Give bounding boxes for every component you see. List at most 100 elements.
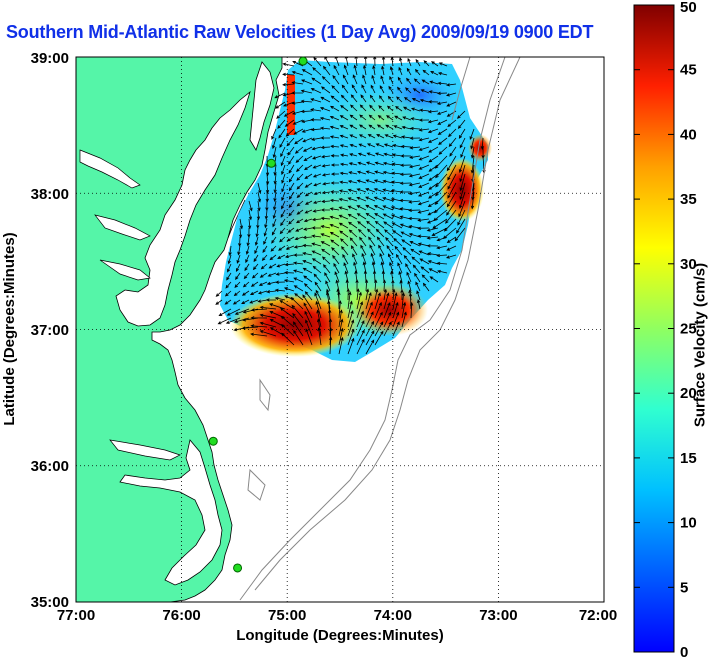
velocity-arrow <box>445 92 457 97</box>
velocity-arrow <box>411 256 421 265</box>
velocity-arrow <box>385 124 394 130</box>
velocity-arrow <box>330 181 340 185</box>
velocity-arrow <box>273 200 277 211</box>
colorbar-tick-label: 35 <box>680 191 697 208</box>
velocity-arrow <box>329 207 340 211</box>
velocity-arrow <box>271 227 277 236</box>
velocity-arrow <box>426 227 439 232</box>
velocity-arrow <box>356 205 367 211</box>
velocity-arrow <box>384 134 394 139</box>
velocity-arrow <box>281 164 286 176</box>
velocity-arrow <box>321 256 331 265</box>
velocity-arrow <box>392 321 400 337</box>
velocity-arrow <box>234 308 250 315</box>
x-tick-label: 75:00 <box>268 607 306 624</box>
x-tick-label: 74:00 <box>374 607 412 624</box>
velocity-arrow <box>381 65 385 76</box>
velocity-arrow <box>382 279 387 292</box>
velocity-arrow <box>378 95 385 103</box>
velocity-arrow <box>435 182 448 197</box>
velocity-arrow <box>373 57 377 67</box>
velocity-arrow <box>397 86 403 94</box>
velocity-arrow <box>294 236 304 241</box>
velocity-arrow <box>302 243 313 248</box>
velocity-arrow <box>402 247 412 256</box>
velocity-arrow <box>338 189 349 193</box>
velocity-arrow <box>350 94 358 103</box>
velocity-arrow <box>233 317 250 323</box>
velocity-arrow <box>372 270 377 283</box>
velocity-arrow <box>259 321 277 328</box>
velocity-arrow <box>400 163 412 167</box>
velocity-arrow <box>275 280 286 284</box>
velocity-arrow <box>418 155 430 161</box>
velocity-arrow <box>339 115 349 121</box>
velocity-arrow <box>412 264 421 274</box>
velocity-arrow <box>321 155 331 159</box>
velocity-arrow <box>470 137 475 150</box>
velocity-arrow <box>285 128 295 137</box>
velocity-arrow <box>279 236 286 243</box>
velocity-arrow <box>427 110 439 114</box>
velocity-arrow <box>248 209 253 221</box>
velocity-arrow <box>417 209 430 214</box>
velocity-arrow <box>376 134 385 139</box>
velocity-arrow <box>348 162 358 166</box>
velocity-arrow <box>403 96 412 103</box>
velocity-arrow <box>366 220 376 229</box>
velocity-arrow <box>311 226 322 230</box>
velocity-arrow <box>257 290 268 295</box>
velocity-arrow <box>312 209 322 213</box>
velocity-arrow <box>281 173 286 184</box>
velocity-arrow <box>330 163 340 167</box>
y-tick-labels: 39:00 38:00 37:00 36:00 35:00 <box>31 50 69 611</box>
velocity-arrow <box>437 119 448 125</box>
y-axis-label: Latitude (Degrees:Minutes) <box>1 232 18 425</box>
velocity-arrow <box>399 190 412 194</box>
velocity-arrow <box>322 182 331 186</box>
velocity-arrow <box>312 265 322 274</box>
velocity-arrow <box>403 106 412 112</box>
velocity-arrow <box>383 292 390 310</box>
velocity-arrow <box>436 91 448 95</box>
velocity-arrow <box>347 205 358 211</box>
velocity-arrow <box>330 95 340 103</box>
velocity-arrow <box>408 182 421 187</box>
velocity-arrow <box>304 182 313 188</box>
velocity-arrow <box>338 327 344 346</box>
velocity-arrow <box>310 127 322 132</box>
velocity-arrow <box>261 254 268 262</box>
velocity-arrow <box>330 239 340 247</box>
velocity-arrow <box>290 296 304 310</box>
velocity-arrow <box>311 234 322 238</box>
velocity-arrow <box>457 119 466 129</box>
velocity-arrow <box>293 330 304 346</box>
velocity-arrow <box>257 299 268 303</box>
velocity-arrow <box>374 161 385 166</box>
velocity-arrow <box>274 296 286 301</box>
y-tick-label: 38:00 <box>31 186 69 203</box>
velocity-arrow <box>333 262 340 274</box>
velocity-arrow <box>319 116 331 121</box>
velocity-arrow <box>334 271 340 283</box>
velocity-arrow <box>378 105 385 112</box>
velocity-arrow <box>366 228 376 238</box>
velocity-arrow <box>408 200 421 204</box>
velocity-arrow <box>348 221 358 229</box>
velocity-arrow <box>311 242 322 247</box>
velocity-arrow <box>301 128 313 133</box>
velocity-arrow <box>410 117 421 121</box>
velocity-arrow <box>374 311 383 328</box>
velocity-arrow <box>266 290 277 294</box>
velocity-arrow <box>360 244 367 256</box>
velocity-arrow <box>373 196 385 202</box>
velocity-arrow <box>398 270 403 283</box>
velocity-arrow <box>282 62 295 67</box>
velocity-arrow <box>320 136 331 140</box>
velocity-arrow <box>426 236 439 240</box>
velocity-arrow <box>427 252 439 256</box>
velocity-arrow <box>250 324 268 328</box>
velocity-arrow <box>296 209 304 215</box>
velocity-arrow <box>412 88 421 94</box>
velocity-arrow <box>359 104 367 112</box>
